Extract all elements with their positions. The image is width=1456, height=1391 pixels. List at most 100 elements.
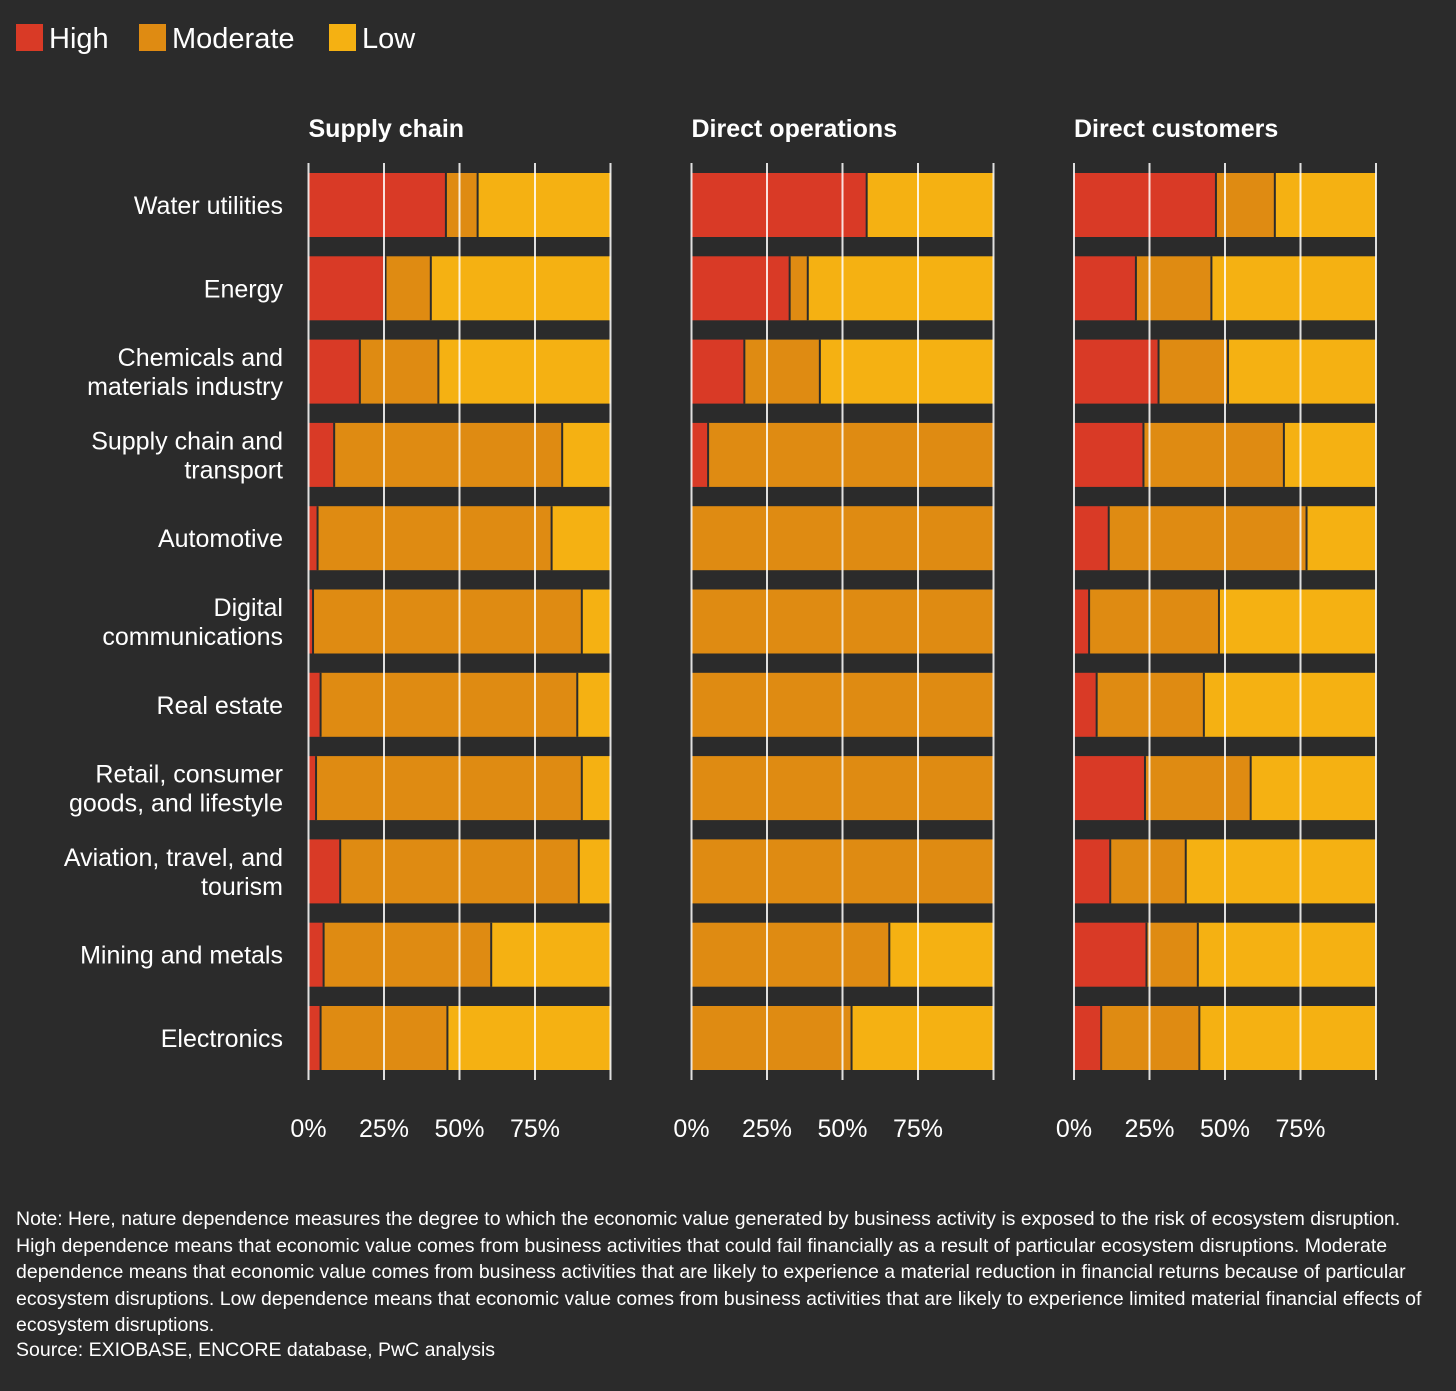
category-label: Retail, consumer	[95, 761, 283, 789]
bar-segment-moderate	[1108, 506, 1307, 571]
bar-segment-high	[308, 422, 335, 487]
category-label: transport	[184, 456, 283, 484]
bar-segment-low	[1199, 1006, 1376, 1070]
bar-segment-low	[889, 922, 994, 987]
category-label: tourism	[201, 873, 283, 901]
bar-segment-high	[308, 922, 324, 987]
bar-segment-moderate	[359, 339, 439, 404]
bar-segment-moderate	[313, 589, 582, 654]
bar-segment-low	[819, 339, 994, 404]
bar-segment-high	[691, 173, 867, 237]
legend-label-low: Low	[362, 23, 416, 55]
bar-segment-moderate	[1144, 756, 1251, 821]
bar-segment-low	[430, 256, 611, 321]
bar-segment-moderate	[334, 422, 563, 487]
category-label: Water utilities	[134, 192, 283, 220]
bar-segment-high	[1074, 756, 1145, 821]
x-tick-label: 0%	[1056, 1115, 1092, 1143]
bar-segment-high	[308, 756, 317, 821]
bar-segment-low	[562, 422, 611, 487]
bar-segment-low	[866, 173, 994, 237]
category-label: Electronics	[161, 1025, 283, 1053]
bar-segment-moderate	[691, 1006, 852, 1070]
bar-segment-high	[1074, 839, 1111, 904]
bar-segment-low	[1185, 839, 1376, 904]
bar-segment-moderate	[1110, 839, 1186, 904]
category-label: goods, and lifestyle	[69, 790, 283, 818]
x-tick-label: 25%	[1124, 1115, 1174, 1143]
bar-segment-moderate	[691, 922, 890, 987]
bar-segment-high	[308, 672, 321, 737]
bar-segment-high	[308, 506, 318, 571]
bar-segment-low	[807, 256, 994, 321]
bar-segment-low	[447, 1006, 611, 1070]
bar-segment-low	[491, 922, 611, 987]
bar-segment-high	[308, 1006, 321, 1070]
bar-segment-low	[851, 1006, 994, 1070]
bar-segment-low	[477, 173, 611, 237]
bar-segment-moderate	[789, 256, 808, 321]
x-tick-label: 50%	[434, 1115, 484, 1143]
bar-segment-low	[1283, 422, 1376, 487]
x-tick-label: 25%	[742, 1115, 792, 1143]
legend-swatch-moderate	[139, 24, 166, 51]
bar-segment-high	[691, 422, 709, 487]
bar-segment-moderate	[744, 339, 820, 404]
bar-segment-high	[1074, 1006, 1102, 1070]
bar-segment-low	[1250, 756, 1376, 821]
bar-segment-low	[577, 672, 611, 737]
category-label: Supply chain and	[91, 427, 283, 455]
bar-segment-high	[691, 256, 790, 321]
x-tick-label: 50%	[817, 1115, 867, 1143]
bar-segment-moderate	[1158, 339, 1229, 404]
category-label: Automotive	[158, 525, 283, 553]
bar-segment-moderate	[1146, 922, 1198, 987]
legend-swatch-low	[329, 24, 356, 51]
chart-note: Note: Here, nature dependence measures t…	[16, 1208, 1422, 1336]
bar-segment-moderate	[385, 256, 431, 321]
bar-segment-moderate	[316, 756, 582, 821]
panel-title: Supply chain	[309, 115, 465, 143]
legend-label-moderate: Moderate	[172, 23, 295, 55]
bar-segment-low	[1274, 173, 1376, 237]
category-label: materials industry	[87, 373, 283, 401]
bar-segment-high	[691, 339, 745, 404]
legend-label-high: High	[49, 23, 109, 55]
x-tick-label: 75%	[1275, 1115, 1325, 1143]
x-tick-label: 0%	[290, 1115, 326, 1143]
bar-segment-high	[1074, 422, 1144, 487]
bar-segment-high	[308, 339, 360, 404]
bar-segment-high	[1074, 506, 1109, 571]
bar-segment-low	[1306, 506, 1376, 571]
legend-swatch-high	[16, 24, 43, 51]
bar-segment-high	[308, 839, 341, 904]
chart-source: Source: EXIOBASE, ENCORE database, PwC a…	[16, 1339, 496, 1361]
bar-segment-moderate	[1089, 589, 1219, 654]
bar-segment-low	[578, 839, 611, 904]
category-label: Aviation, travel, and	[64, 844, 283, 872]
bar-segment-low	[1228, 339, 1376, 404]
bar-segment-high	[308, 589, 314, 654]
bar-segment-moderate	[445, 173, 478, 237]
stacked-bar-chart: High Moderate Low Water utilities Energy Chem…	[16, 23, 1377, 1143]
bar-segment-high	[1074, 922, 1147, 987]
bar-segment-high	[1074, 339, 1159, 404]
bar-segment-moderate	[323, 922, 492, 987]
bar-segment-moderate	[1135, 256, 1212, 321]
category-label: communications	[102, 623, 283, 651]
category-label: Chemicals and	[118, 344, 283, 372]
bar-segment-moderate	[708, 422, 994, 487]
bar-segment-high	[1074, 173, 1216, 237]
category-label: Energy	[204, 275, 284, 303]
bar-segment-low	[581, 589, 611, 654]
bar-segment-moderate	[1143, 422, 1284, 487]
bar-segment-moderate	[317, 506, 552, 571]
category-label: Real estate	[157, 692, 283, 720]
bar-segment-low	[1197, 922, 1376, 987]
panel-title: Direct customers	[1074, 115, 1278, 143]
panel-title: Direct operations	[692, 115, 898, 143]
bar-segment-low	[1211, 256, 1376, 321]
bar-segment-high	[1074, 256, 1136, 321]
x-tick-label: 25%	[359, 1115, 409, 1143]
bar-segment-high	[308, 256, 386, 321]
